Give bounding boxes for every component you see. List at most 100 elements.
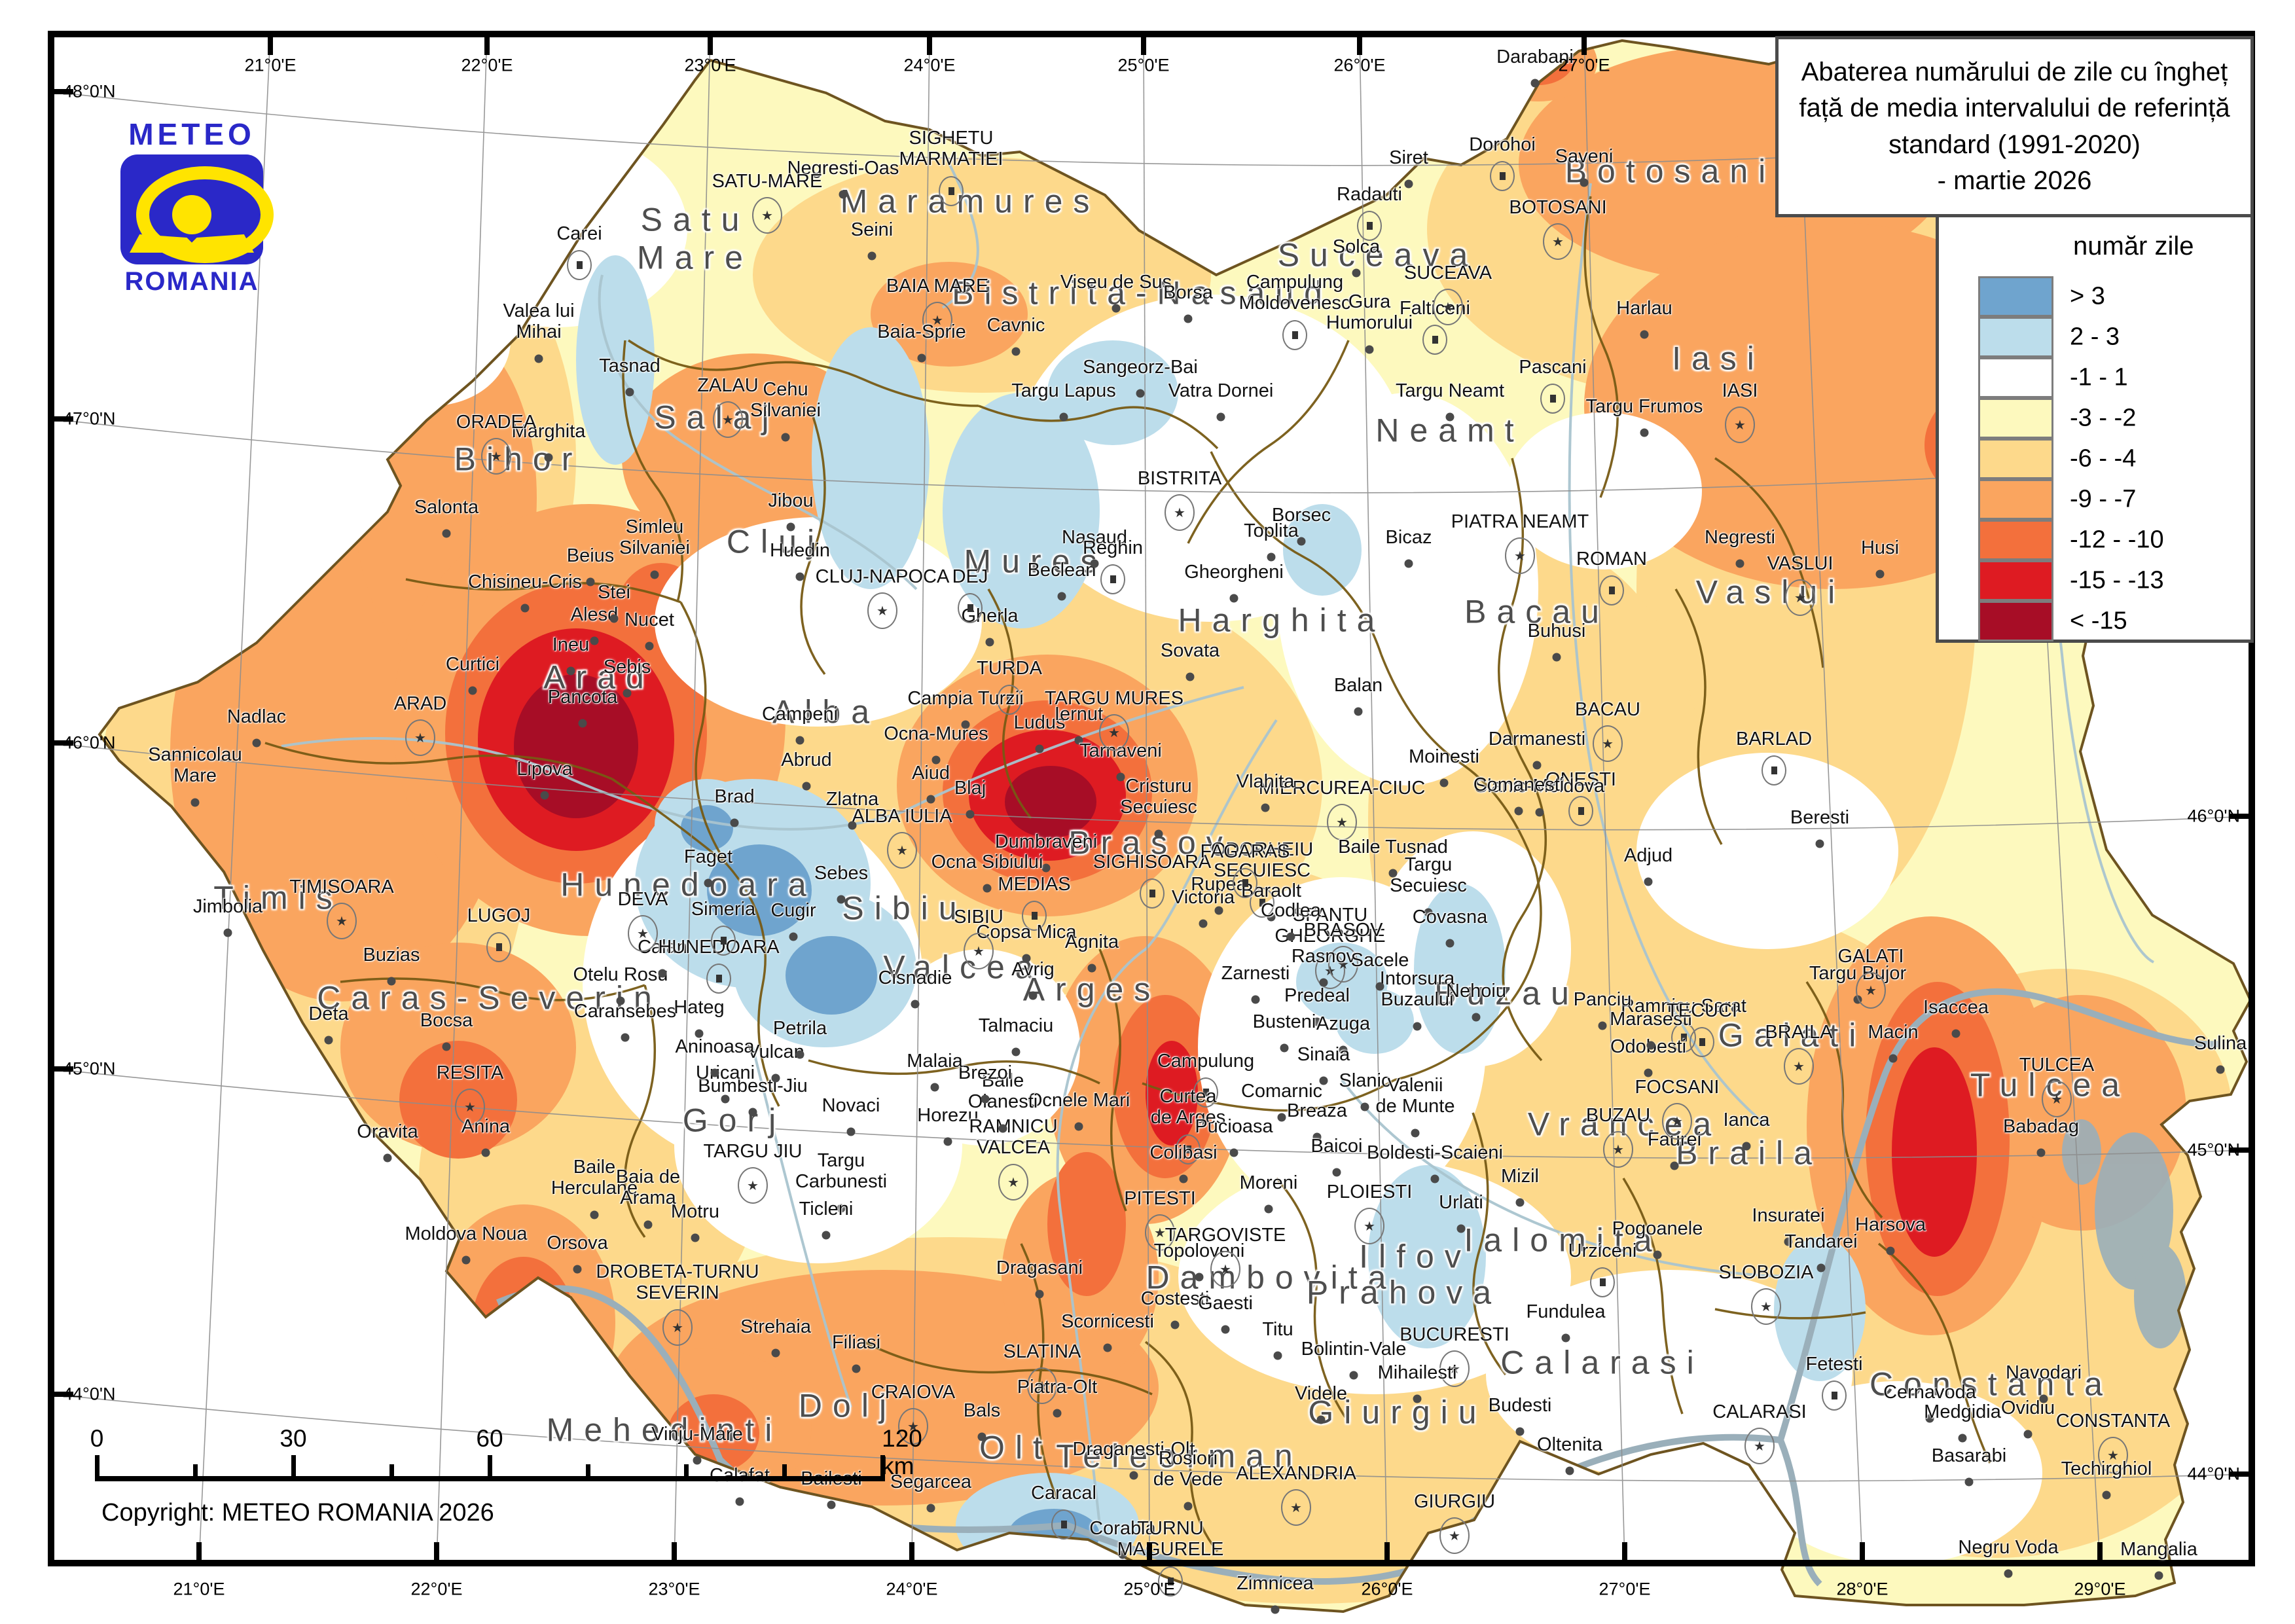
city-label: Beius: [566, 545, 615, 567]
city-label: Covasna: [1412, 907, 1488, 928]
city-label: Zarnesti: [1221, 963, 1290, 984]
city-label: Cehu Silvaniei: [750, 379, 821, 421]
city-marker-dot: [252, 738, 261, 748]
city-label: Lipova: [516, 759, 573, 780]
city-label: Predeal: [1284, 985, 1350, 1007]
city-marker-dot: [383, 1153, 392, 1163]
city-marker-town: [1590, 1267, 1615, 1297]
city-marker-capital: ★: [1210, 1251, 1240, 1288]
city-marker-capital: ★: [887, 832, 917, 869]
city-marker-dot: [1041, 863, 1051, 873]
city-label: Oravita: [357, 1121, 418, 1143]
scalebar-label: 60: [476, 1425, 503, 1452]
city-label: Talmaciu: [978, 1015, 1054, 1037]
city-marker-capital: ★: [738, 1167, 768, 1204]
city-marker-dot: [1349, 1371, 1358, 1380]
city-label: Balan: [1333, 675, 1383, 696]
city-label: Aninoasa: [675, 1036, 755, 1058]
city-marker-dot: [1271, 1605, 1280, 1614]
city-marker-dot: [943, 1137, 952, 1146]
city-label: Uricani: [695, 1062, 755, 1084]
city-marker-dot: [387, 977, 396, 986]
city-label: Caracal: [1031, 1483, 1096, 1504]
county-label: Valcea: [883, 948, 1044, 986]
city-marker-dot: [1413, 1022, 1422, 1031]
scalebar-tick: [488, 1455, 492, 1481]
city-marker-dot: [1532, 761, 1542, 770]
city-label: Jimbolia: [192, 896, 263, 918]
city-marker-dot: [540, 791, 549, 800]
city-label: Abrud: [781, 749, 832, 771]
city-marker-dot: [1319, 1076, 1328, 1085]
city-label: Malaia: [907, 1051, 963, 1072]
city-label: Seini: [850, 219, 894, 241]
city-label: Novaci: [822, 1095, 880, 1117]
city-label: Deta: [308, 1003, 349, 1025]
city-marker-town: [1176, 1134, 1201, 1164]
city-marker-dot: [461, 1255, 471, 1265]
city-marker-dot: [1784, 1237, 1793, 1246]
city-label: Borsa: [1163, 282, 1213, 304]
city-label: Fundulea: [1526, 1301, 1606, 1323]
longitude-label-top: 23°0'E: [684, 55, 736, 75]
city-marker-dot: [1535, 808, 1544, 817]
city-label: Cavnic: [986, 315, 1045, 336]
city-marker-capital: ★: [1354, 1208, 1384, 1244]
city-marker-dot: [1229, 1148, 1238, 1157]
city-marker-dot: [2154, 1571, 2163, 1580]
city-label: Mangalia: [2120, 1539, 2197, 1561]
county-label: Bistrita-Nasaud: [952, 274, 1333, 312]
frame-tick: [51, 740, 73, 746]
city-marker-dot: [839, 190, 848, 199]
city-marker-dot: [1598, 1021, 1607, 1030]
city-label: GIURGIU: [1413, 1491, 1496, 1513]
city-marker-dot: [1297, 537, 1306, 546]
city-label: Vatra Dornei: [1168, 380, 1274, 402]
copyright-text: Copyright: METEO ROMANIA 2026: [101, 1499, 494, 1526]
city-marker-dot: [1644, 1068, 1653, 1077]
city-marker-dot: [730, 818, 739, 827]
city-marker-capital: ★: [867, 592, 897, 629]
city-marker-capital: ★: [1328, 946, 1358, 983]
county-label: Timis: [213, 879, 343, 916]
city-marker-dot: [1277, 1113, 1286, 1122]
city-marker-dot: [930, 1083, 939, 1092]
city-label: ROMAN: [1576, 549, 1647, 570]
city-label: Dumbraveni: [994, 831, 1098, 853]
city-marker-dot: [748, 1108, 757, 1117]
city-label: MIERCUREA-CIUC: [1258, 778, 1426, 799]
city-label: Adjud: [1623, 845, 1673, 867]
county-label: Maramures: [840, 183, 1100, 220]
city-label: Techirghiol: [2061, 1458, 2152, 1480]
legend-color-swatch: [1978, 317, 2053, 357]
city-marker-dot: [1472, 1013, 1481, 1022]
city-marker-dot: [623, 689, 632, 698]
city-label: SUCEAVA: [1403, 262, 1492, 284]
city-label: Gaesti: [1198, 1293, 1253, 1314]
city-marker-dot: [704, 878, 713, 888]
frame-tick: [909, 1542, 914, 1563]
city-label: Cugir: [770, 900, 816, 922]
city-label: CONSTANTA: [2055, 1411, 2171, 1432]
city-label: Videle: [1294, 1383, 1348, 1405]
city-label: Baile Herculane: [551, 1157, 638, 1199]
city-marker-dot: [590, 1210, 599, 1219]
city-marker-dot: [1339, 1045, 1348, 1055]
city-marker-dot: [1028, 991, 1038, 1000]
city-label: Stei: [598, 582, 630, 604]
city-label: Darabani: [1496, 46, 1574, 68]
city-marker-dot: [1552, 653, 1561, 662]
city-marker-dot: [1413, 1394, 1422, 1403]
city-marker-dot: [693, 1456, 702, 1465]
city-marker-dot: [827, 1500, 836, 1509]
city-marker-dot: [695, 1029, 704, 1038]
city-label: ODORHEIU SECUIESC: [1210, 839, 1314, 881]
city-label: LUGOJ: [467, 905, 531, 927]
city-label: Ludus: [1013, 712, 1066, 734]
county-label: Braila: [1676, 1134, 1822, 1172]
city-marker-dot: [1670, 1161, 1679, 1170]
city-marker-dot: [1456, 1224, 1466, 1233]
city-marker-dot: [1375, 982, 1384, 991]
city-marker-dot: [1360, 1102, 1369, 1111]
